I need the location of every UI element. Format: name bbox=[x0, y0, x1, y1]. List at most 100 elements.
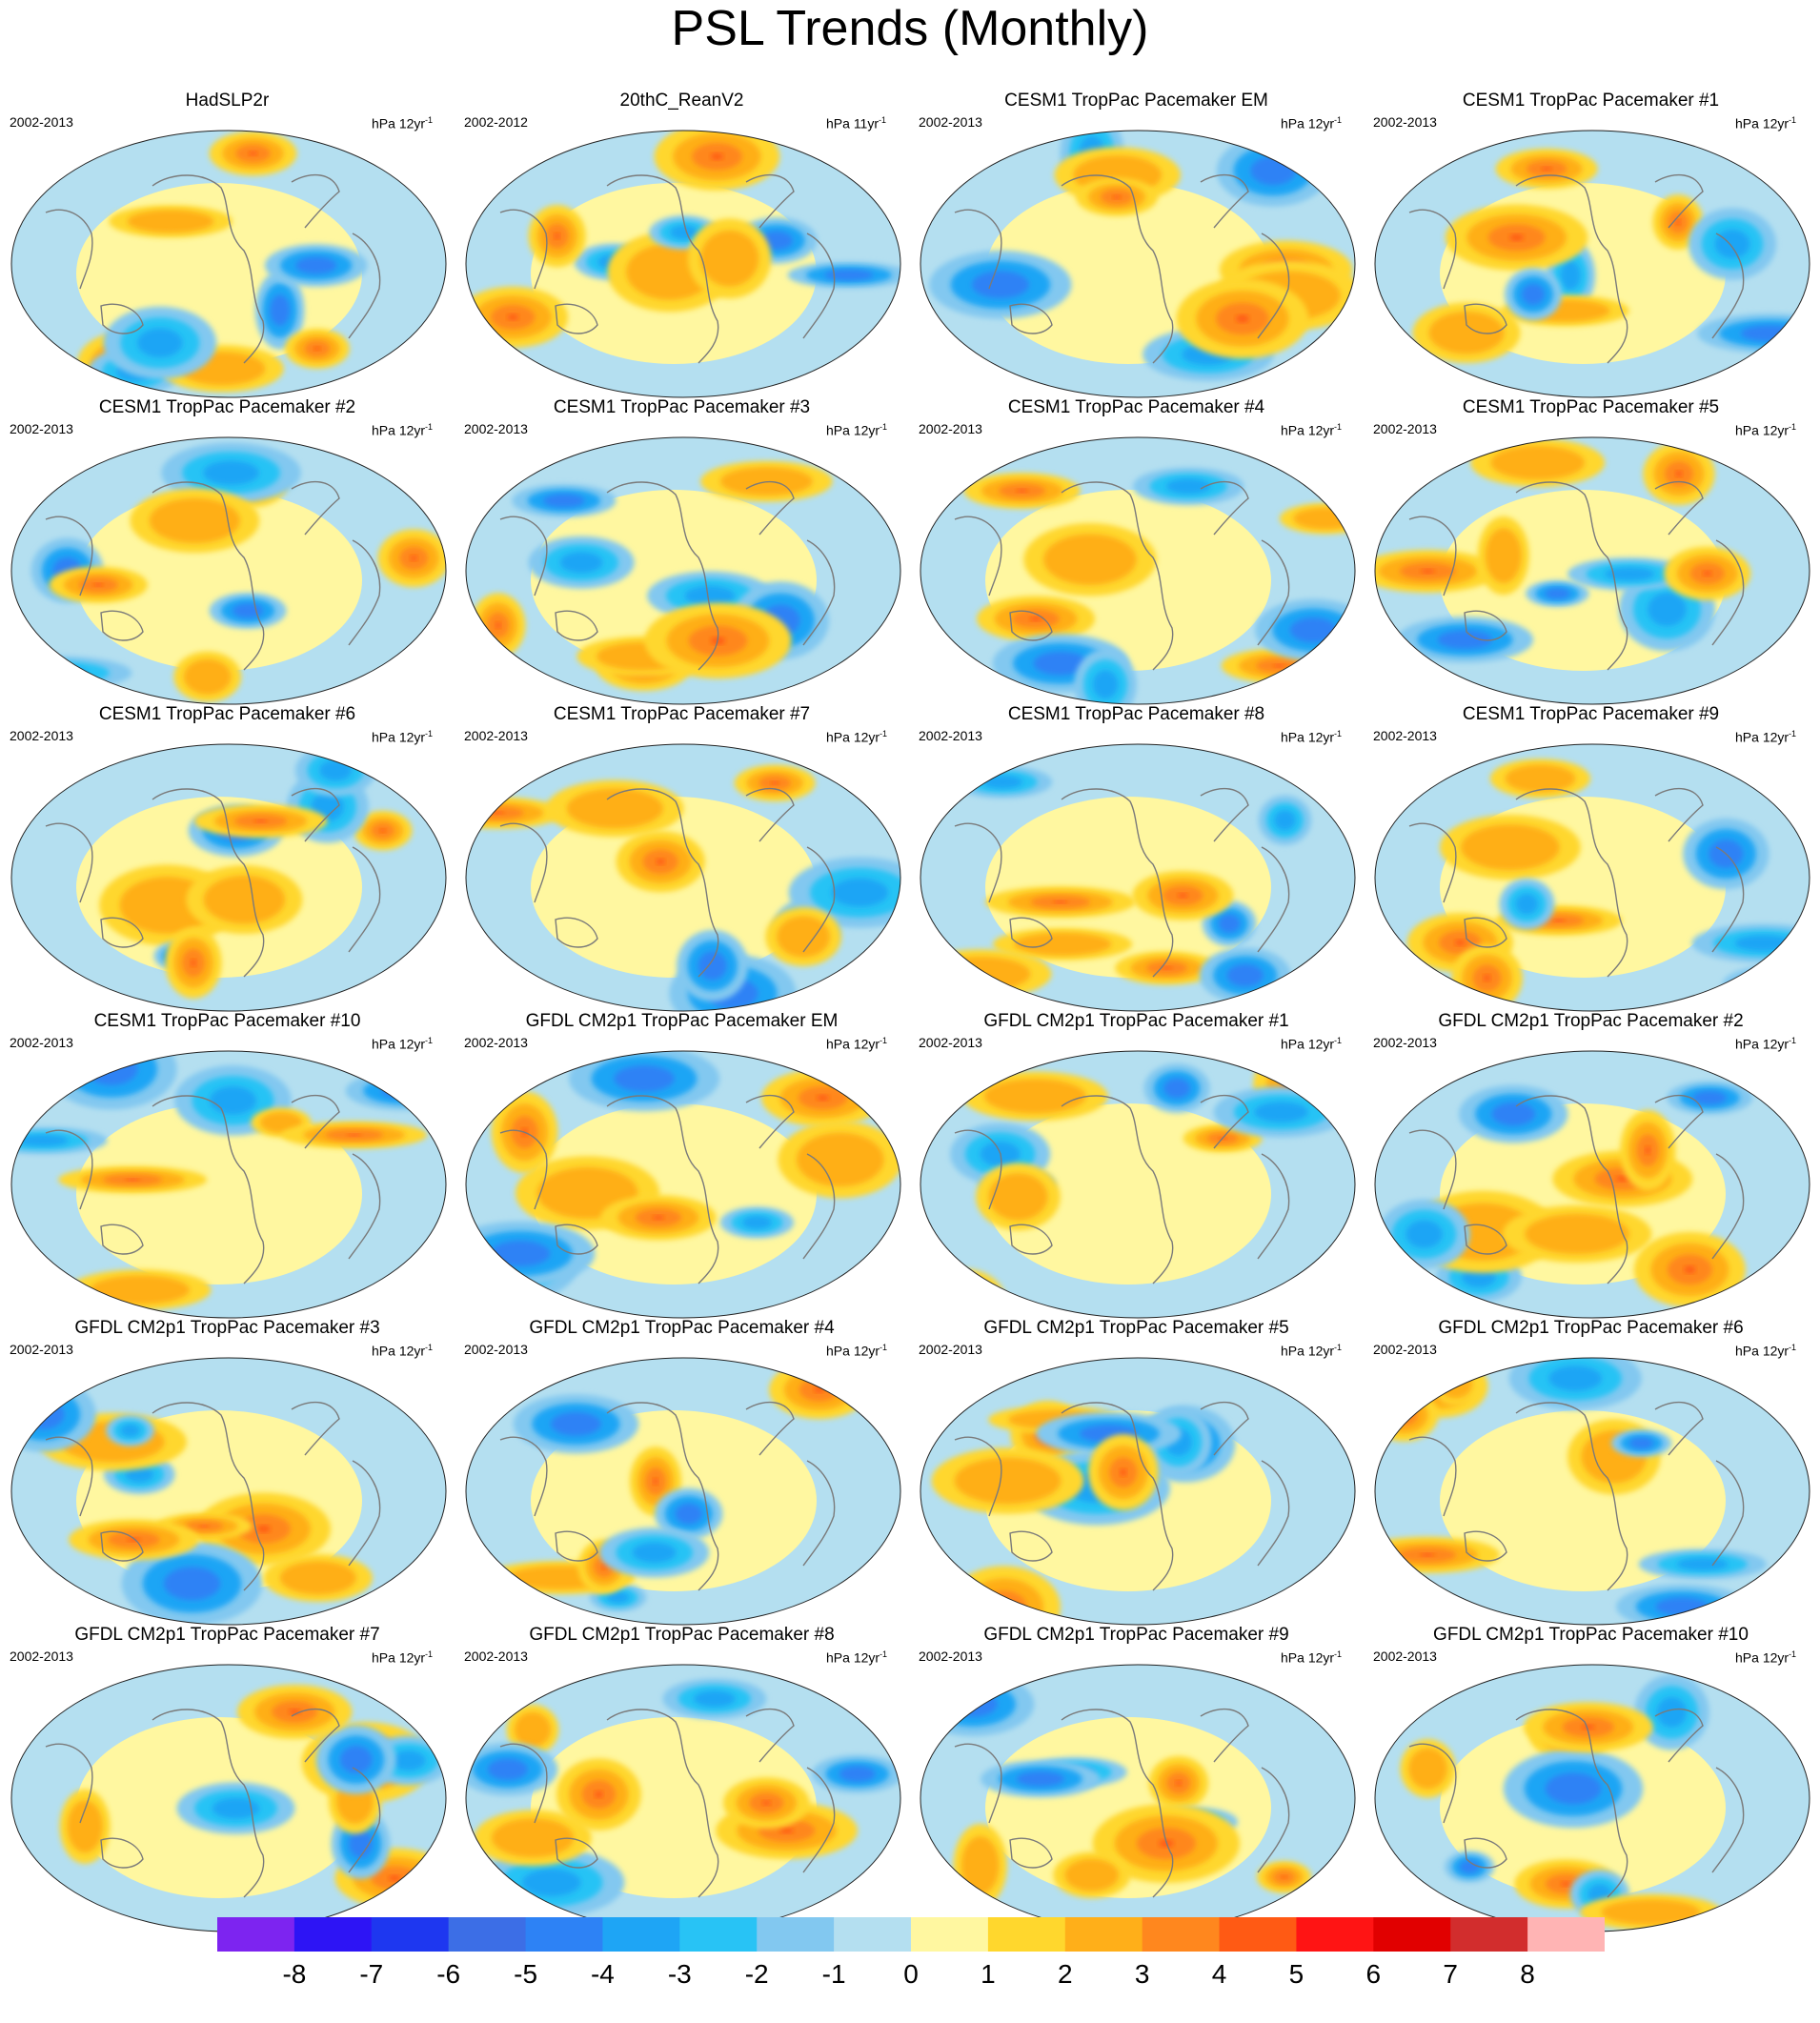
coastline bbox=[1009, 303, 1053, 334]
anomaly-contour bbox=[1628, 1437, 1654, 1449]
globe-map bbox=[1374, 1664, 1810, 1932]
anomaly-contour bbox=[779, 1828, 794, 1834]
coastline bbox=[1464, 1837, 1507, 1869]
map-panel: GFDL CM2p1 TropPac Pacemaker #2 2002-2013… bbox=[1364, 1011, 1818, 1319]
anomaly-contour bbox=[507, 314, 519, 321]
panel-title: 20thC_ReanV2 bbox=[619, 91, 744, 111]
coastline bbox=[499, 1743, 548, 1824]
map-border bbox=[10, 1357, 447, 1626]
globe-map bbox=[920, 743, 1356, 1012]
coastline bbox=[1654, 1094, 1704, 1149]
anomaly-contour bbox=[93, 582, 104, 587]
units-exponent: -1 bbox=[1334, 1649, 1343, 1659]
coastline bbox=[291, 480, 340, 536]
coastline bbox=[1200, 1094, 1249, 1149]
anomaly-contour bbox=[1525, 1213, 1629, 1254]
colorbar-tick-label: -2 bbox=[744, 1959, 769, 1989]
anomaly-contour bbox=[554, 233, 560, 239]
trend-period: 12yr bbox=[1307, 729, 1335, 745]
anomaly-contour bbox=[998, 1603, 1010, 1611]
panel-period: 2002-2013 bbox=[10, 114, 73, 130]
coastline bbox=[1061, 174, 1174, 364]
anomaly-contour bbox=[1064, 1858, 1120, 1892]
panel-units: hPa 12yr-1 bbox=[826, 1647, 887, 1666]
units-exponent: -1 bbox=[1789, 729, 1797, 738]
map-border bbox=[920, 743, 1356, 1012]
map-border bbox=[465, 743, 901, 1012]
coastline bbox=[954, 1129, 1002, 1210]
anomaly-contour bbox=[203, 460, 259, 485]
units-prefix: hPa bbox=[1735, 1649, 1763, 1666]
colorbar-tick-label: 2 bbox=[1058, 1959, 1073, 1989]
colorbar-tick-label: -1 bbox=[821, 1959, 846, 1989]
map-border bbox=[920, 1050, 1356, 1319]
anomaly-contour bbox=[1281, 1875, 1287, 1879]
colorbar-swatch bbox=[757, 1917, 835, 1952]
coastline bbox=[606, 1402, 719, 1591]
anomaly-contour bbox=[38, 1288, 46, 1292]
trend-period: 12yr bbox=[853, 1649, 880, 1666]
colorbar-swatch bbox=[217, 1917, 295, 1952]
map-panel: 20thC_ReanV2 2002-2012 hPa 11yr-1 bbox=[455, 91, 909, 398]
colorbar-tick-label: 5 bbox=[1288, 1959, 1304, 1989]
units-prefix: hPa bbox=[372, 1649, 399, 1666]
colorbar-swatch bbox=[293, 1917, 373, 1952]
anomaly-contour bbox=[313, 346, 321, 351]
units-exponent: -1 bbox=[425, 729, 434, 738]
units-exponent: -1 bbox=[425, 1343, 434, 1352]
anomaly-contour bbox=[948, 1691, 998, 1717]
units-prefix: hPa bbox=[1281, 115, 1308, 131]
coastline bbox=[745, 1401, 795, 1456]
coastline bbox=[1257, 539, 1290, 646]
panel-period: 2002-2013 bbox=[464, 1342, 528, 1357]
anomaly-contour bbox=[614, 1065, 675, 1092]
panel-title: GFDL CM2p1 TropPac Pacemaker #10 bbox=[1433, 1625, 1749, 1645]
anomaly-contour bbox=[675, 1503, 703, 1525]
coastline bbox=[45, 209, 93, 290]
coastline bbox=[1408, 1743, 1457, 1824]
globe-map bbox=[920, 1357, 1356, 1626]
panel-units: hPa 12yr-1 bbox=[826, 726, 887, 745]
globe-map bbox=[1374, 130, 1810, 398]
anomaly-contour bbox=[1112, 194, 1122, 199]
anomaly-contour bbox=[1226, 963, 1264, 987]
panel-period: 2002-2013 bbox=[10, 421, 73, 436]
anomaly-contour bbox=[1461, 824, 1560, 871]
units-prefix: hPa bbox=[372, 729, 399, 745]
panel-units: hPa 11yr-1 bbox=[826, 112, 886, 131]
panel-period: 2002-2013 bbox=[464, 728, 528, 743]
units-prefix: hPa bbox=[826, 729, 854, 745]
anomaly-contour bbox=[191, 959, 196, 967]
coastline bbox=[1009, 610, 1053, 641]
map-panel: GFDL CM2p1 TropPac Pacemaker #3 2002-2013… bbox=[0, 1318, 455, 1626]
panel-units: hPa 12yr-1 bbox=[372, 419, 433, 438]
globe-map bbox=[465, 1664, 901, 1932]
colorbar-tick-label: -8 bbox=[282, 1959, 307, 1989]
panel-units: hPa 12yr-1 bbox=[1281, 112, 1342, 131]
colorbar-swatch bbox=[1219, 1917, 1297, 1952]
anomaly-contour bbox=[11, 660, 110, 685]
coastline bbox=[802, 233, 836, 339]
units-exponent: -1 bbox=[1789, 1036, 1797, 1045]
panel-period: 2002-2013 bbox=[919, 1649, 982, 1664]
coastline bbox=[1654, 480, 1704, 536]
map-panel: GFDL CM2p1 TropPac Pacemaker #8 2002-2013… bbox=[455, 1625, 909, 1932]
trend-period: 12yr bbox=[1762, 1649, 1790, 1666]
units-prefix: hPa bbox=[372, 115, 399, 131]
coastline bbox=[100, 303, 144, 334]
units-exponent: -1 bbox=[880, 1036, 888, 1045]
colorbar-tick-label: 6 bbox=[1365, 1959, 1382, 1989]
coastline bbox=[802, 1767, 836, 1873]
units-prefix: hPa bbox=[1735, 422, 1763, 438]
coastline bbox=[555, 1530, 598, 1562]
colorbar-labels: -8 -7 -6 -5 -4 -3 -2 -1 0 1 2 3 4 5 6 7 8 bbox=[0, 1959, 1820, 1997]
anomaly-contour bbox=[232, 603, 264, 618]
coastline bbox=[152, 174, 265, 364]
map-panel: CESM1 TropPac Pacemaker #6 2002-2013 hPa 1… bbox=[0, 704, 455, 1012]
anomaly-contour bbox=[22, 1399, 65, 1429]
coastline bbox=[1464, 303, 1507, 334]
coastline bbox=[606, 1709, 719, 1898]
anomaly-contour bbox=[1755, 977, 1801, 994]
coastline bbox=[348, 233, 381, 339]
panel-title: CESM1 TropPac Pacemaker #7 bbox=[553, 704, 811, 724]
